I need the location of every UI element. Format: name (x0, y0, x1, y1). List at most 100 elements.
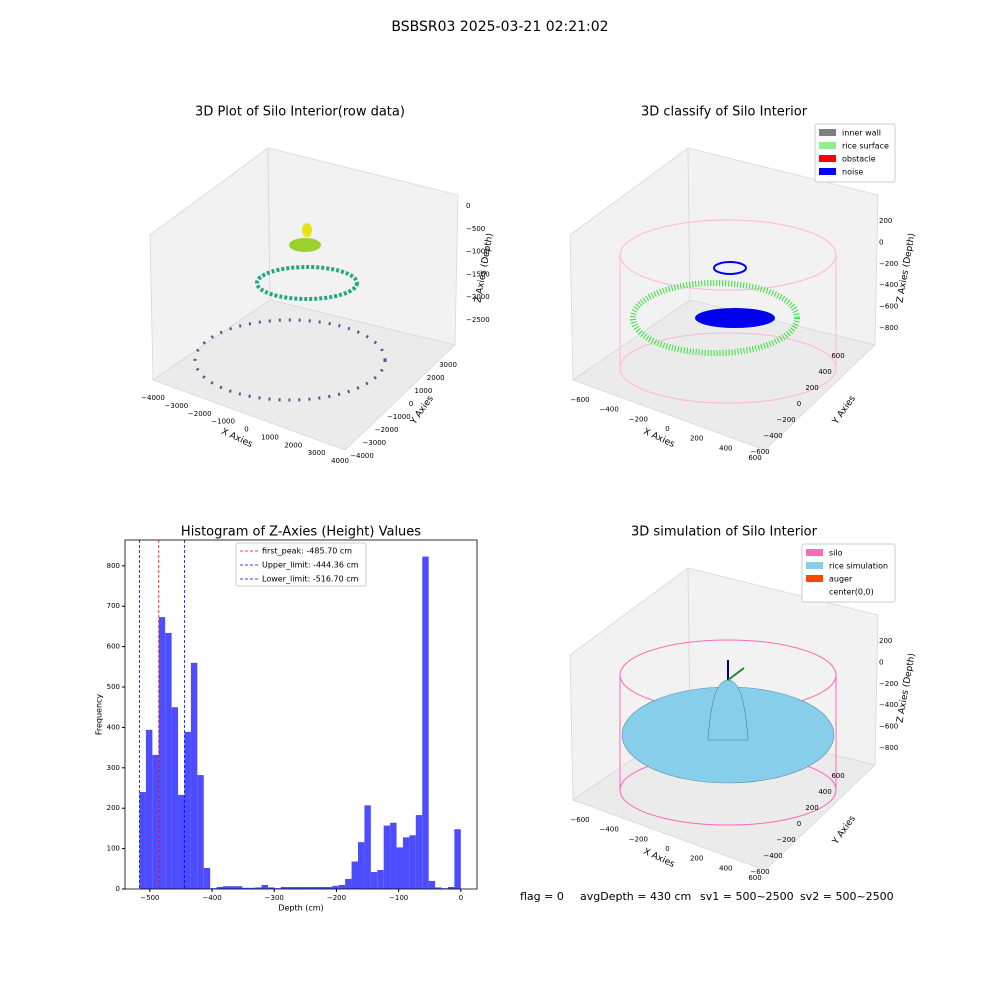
x-tick-label: −400 (600, 826, 619, 834)
legend-swatch (806, 575, 823, 582)
y-tick-label: 0 (797, 400, 801, 408)
z-tick-label: −2000 (466, 293, 490, 301)
figure-title: BSBSR03 2025-03-21 02:21:02 (391, 19, 608, 35)
noise-cluster (695, 308, 775, 328)
bar (390, 822, 397, 889)
y-tick-label: 100 (107, 845, 120, 853)
bar (287, 886, 294, 889)
bar (242, 887, 249, 889)
bar (165, 632, 172, 889)
y-tick-label: 400 (818, 368, 831, 376)
bar (255, 887, 262, 889)
bar (300, 886, 307, 889)
axes-frame (124, 539, 478, 890)
panel-4-box (569, 567, 879, 871)
noise-cluster (713, 261, 747, 275)
y-tick-label: 200 (107, 804, 120, 812)
scatter-ring (193, 318, 387, 402)
x-tick-label: −2000 (188, 410, 212, 418)
z-tick-label: −1500 (466, 270, 490, 278)
z-tick-label: −1000 (466, 248, 490, 256)
x-tick-label: −400 (600, 406, 619, 414)
x-tick-label: 0 (244, 426, 248, 434)
bar (345, 878, 352, 889)
bar (274, 888, 281, 889)
bar (216, 886, 224, 889)
y-tick-label: 0 (116, 885, 120, 893)
z-tick-label: 200 (879, 637, 892, 645)
legend-label: rice surface (842, 142, 889, 151)
x-tick-label: −1000 (211, 418, 235, 426)
panel-1-box (149, 147, 459, 451)
y-tick-label: −200 (776, 416, 795, 424)
scatter-cluster (289, 238, 321, 252)
y-tick-label: −600 (750, 448, 769, 456)
bar (383, 825, 391, 889)
y-tick-label: 600 (831, 352, 844, 360)
z-tick-label: 0 (879, 238, 883, 246)
y-tick-label: −3000 (362, 439, 386, 447)
bar (357, 842, 365, 889)
legend-label: noise (842, 168, 863, 177)
x-tick-label: 600 (748, 454, 761, 462)
z-tick-label: −200 (879, 680, 898, 688)
x-axis-label: Depth (cm) (278, 904, 323, 913)
bar (428, 880, 436, 889)
x-tick-label: −400 (202, 894, 221, 902)
y-tick-label: 800 (107, 562, 120, 570)
footer-text: avgDepth = 430 cm (580, 890, 691, 903)
x-tick-label: −600 (570, 396, 589, 404)
bar (248, 887, 256, 889)
legend-swatch (819, 168, 836, 175)
x-tick-label: 400 (719, 864, 732, 872)
x-tick-label: 2000 (284, 441, 302, 449)
x-tick-label: −200 (629, 415, 648, 423)
y-tick-label: 300 (107, 764, 120, 772)
legend-label: auger (829, 575, 853, 584)
pane (152, 299, 456, 451)
bar (197, 775, 204, 889)
z-tick-label: −600 (879, 723, 898, 731)
bar (325, 886, 333, 889)
bar (152, 754, 159, 889)
legend-box (801, 543, 896, 603)
z-tick-label: −500 (466, 225, 485, 233)
pane (572, 299, 876, 451)
x-tick-label: 4000 (331, 457, 349, 465)
x-tick-label: 0 (665, 425, 669, 433)
bar (377, 870, 384, 889)
bar (447, 886, 455, 889)
z-tick-label: −600 (879, 303, 898, 311)
x-tick-label: −300 (265, 894, 284, 902)
panel-title: 3D simulation of Silo Interior (631, 525, 818, 540)
y-tick-label: 600 (107, 643, 120, 651)
y-tick-label: −400 (763, 432, 782, 440)
bar (261, 884, 269, 889)
x-tick-label: −200 (327, 894, 346, 902)
legend-swatch (819, 142, 836, 149)
x-tick-label: 600 (748, 874, 761, 882)
bar (190, 662, 198, 889)
y-tick-label: 3000 (439, 361, 457, 369)
panel-2-box (569, 147, 879, 451)
legend-label: inner wall (842, 129, 881, 138)
legend-swatch (819, 155, 836, 162)
legend-box (814, 123, 896, 183)
x-tick-label: −600 (570, 816, 589, 824)
legend-label: silo (829, 549, 843, 558)
bar (268, 887, 275, 889)
legend-swatch (806, 549, 823, 556)
z-tick-label: 0 (466, 202, 470, 210)
scatter-ring (255, 265, 359, 301)
bar (338, 884, 346, 889)
bar (364, 805, 371, 889)
y-tick-label: 600 (831, 772, 844, 780)
bar (415, 815, 423, 889)
z-tick-label: 200 (879, 217, 892, 225)
footer-text: sv2 = 500~2500 (800, 890, 894, 903)
y-tick-label: 400 (107, 723, 120, 731)
panel-title: 3D Plot of Silo Interior(row data) (195, 105, 405, 120)
bar (210, 888, 217, 889)
y-tick-label: 500 (107, 683, 120, 691)
